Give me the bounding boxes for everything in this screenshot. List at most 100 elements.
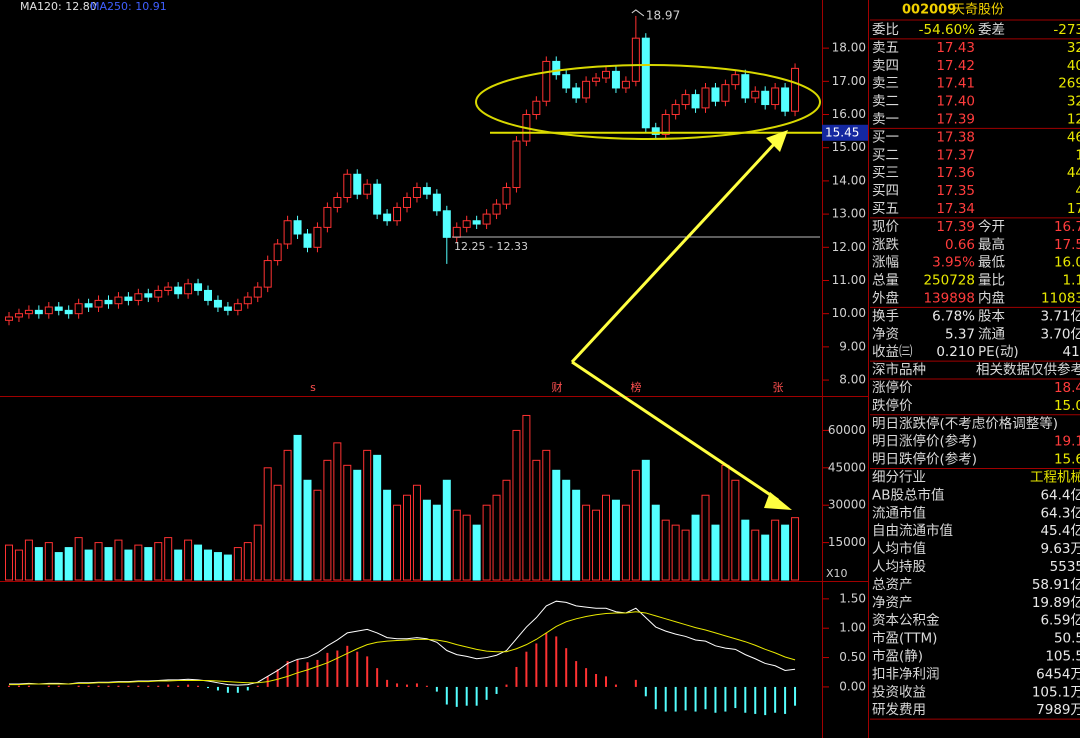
quote-value: 45.4亿 xyxy=(1040,523,1080,539)
volume-bar xyxy=(611,499,620,581)
volume-bar xyxy=(243,542,252,581)
quote-label: 细分行业 xyxy=(872,469,926,485)
quote-label: 卖五 xyxy=(872,40,899,56)
quote-value: 12 xyxy=(1067,111,1080,127)
candle-body xyxy=(482,213,491,225)
volume-bar xyxy=(273,484,282,581)
volume-bar xyxy=(452,509,461,581)
quote-value: 5535 xyxy=(1050,559,1080,575)
quote-label: 卖二 xyxy=(872,94,899,110)
candle-body xyxy=(273,243,282,262)
volume-bar xyxy=(154,542,163,581)
volume-bar xyxy=(373,454,382,581)
candle-body xyxy=(711,87,720,102)
price-line-label: 15.45 xyxy=(825,125,859,139)
volume-bar xyxy=(323,459,332,581)
quote-label: 人均持股 xyxy=(872,559,926,575)
high-label: 18.97 xyxy=(646,8,680,22)
volume-bar xyxy=(552,469,561,581)
volume-bar xyxy=(34,547,43,581)
volume-bar xyxy=(522,414,531,581)
candle-body xyxy=(442,210,451,238)
quote-value: 1 xyxy=(1075,147,1080,163)
quote-label: 深市品种 xyxy=(872,361,926,378)
candle-body xyxy=(44,306,53,315)
volume-bar xyxy=(791,517,800,581)
arrowhead xyxy=(766,130,788,152)
quote-value: 5.37 xyxy=(945,326,975,342)
quote-value: 17.34 xyxy=(936,201,975,217)
quote-value: 17.39 xyxy=(936,219,975,235)
quote-value: 相关数据仅供参考 xyxy=(976,361,1080,378)
candle-body xyxy=(343,173,352,199)
candle-body xyxy=(562,74,571,89)
quote-value: 0.210 xyxy=(936,344,975,360)
quote-value: 内盘 xyxy=(978,289,1005,306)
quote-value: 17.35 xyxy=(936,183,975,199)
candle-body xyxy=(184,283,193,295)
quote-value: 工程机械 xyxy=(1030,469,1080,485)
candle-body xyxy=(383,213,392,222)
candle-body xyxy=(611,70,620,89)
candle-body xyxy=(24,309,33,315)
quote-value: 105.5 xyxy=(1045,648,1080,664)
candle-body xyxy=(64,309,73,315)
quote-value: 流通 xyxy=(978,326,1006,342)
candle-body xyxy=(333,197,342,208)
quote-value: 6.59亿 xyxy=(1040,613,1080,629)
candle-body xyxy=(572,87,581,99)
quote-value: 17.38 xyxy=(936,129,975,145)
candle-body xyxy=(731,74,740,86)
quote-label: 资本公积金 xyxy=(872,613,940,629)
volume-bar xyxy=(134,544,143,581)
volume-bar xyxy=(502,479,511,581)
volume-bar xyxy=(532,459,541,581)
volume-bar xyxy=(691,514,700,581)
quote-value: 量比 xyxy=(978,273,1005,289)
ma-label: MA120: 12.80 xyxy=(20,0,97,13)
y-tick-label: 18.00 xyxy=(832,41,866,55)
y-tick-label: 0.00 xyxy=(839,679,866,693)
quote-value: 委差 xyxy=(978,22,1005,38)
volume-bar xyxy=(333,442,342,581)
candle-body xyxy=(213,299,222,308)
quote-label: AB股总市值 xyxy=(872,486,945,503)
volume-bar xyxy=(44,542,53,581)
volume-bar xyxy=(283,449,292,581)
volume-bar xyxy=(144,547,153,581)
quote-label: 投资收益 xyxy=(872,684,926,700)
candle-body xyxy=(462,220,471,228)
candle-body xyxy=(84,303,93,308)
volume-bar xyxy=(711,524,720,581)
quote-value: 250728 xyxy=(923,273,975,289)
volume-bar xyxy=(363,449,372,581)
high-pointer xyxy=(631,9,645,17)
quote-value: 105.1万 xyxy=(1032,684,1080,700)
volume-bar xyxy=(213,552,222,581)
volume-bar xyxy=(631,469,640,581)
quote-value: -273 xyxy=(1053,22,1080,38)
range-annotation: 12.25 - 12.33 xyxy=(454,240,528,253)
candle-body xyxy=(422,187,431,195)
candle-body xyxy=(5,316,13,321)
y-tick-label: 15.00 xyxy=(832,140,866,154)
quote-label: 跌停价 xyxy=(872,397,913,414)
candle-body xyxy=(54,306,63,311)
quote-label: 净资产 xyxy=(872,595,913,611)
candle-body xyxy=(134,293,143,301)
candle-body xyxy=(403,197,411,208)
y-tick-label: 16.00 xyxy=(832,107,866,121)
quote-label: 净资 xyxy=(872,326,899,342)
charts: 8.00 9.00 10.00 11.00 12.00 13.00 14.00 15.00 16… xyxy=(5,0,868,716)
candle-body xyxy=(154,289,163,298)
quote-value: 17.41 xyxy=(936,76,975,92)
quote-value: 3.70亿 xyxy=(1040,326,1080,342)
quote-label: 委比 xyxy=(872,22,899,38)
volume-bar xyxy=(164,537,173,581)
volume-bar xyxy=(761,534,770,581)
quote-value: 3.71亿 xyxy=(1040,308,1080,324)
candle-body xyxy=(592,77,601,82)
quote-value: 17.43 xyxy=(936,40,975,56)
arrowhead xyxy=(764,492,792,510)
